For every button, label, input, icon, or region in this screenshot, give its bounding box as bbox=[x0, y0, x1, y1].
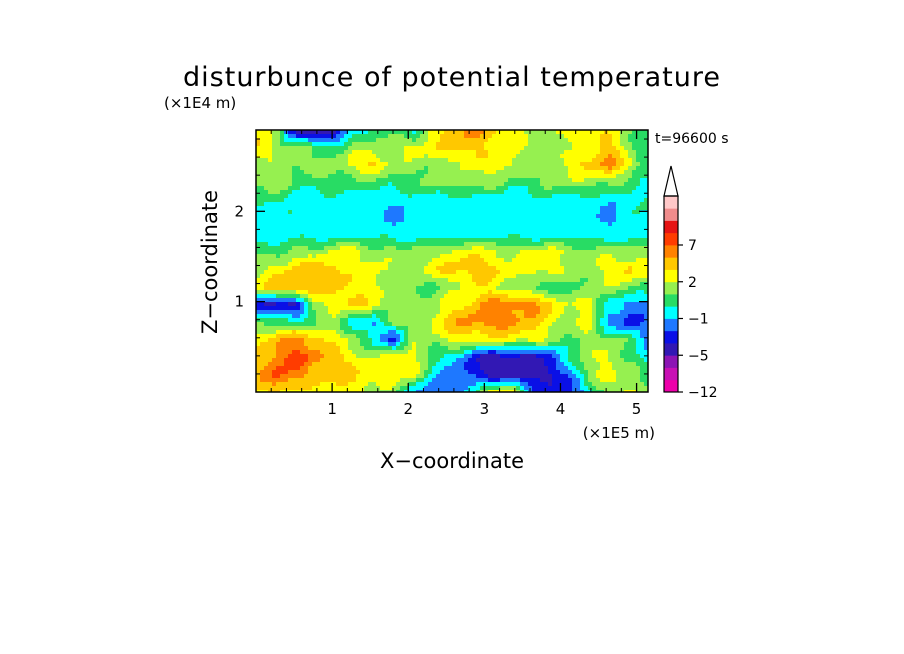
x-tick-label-5: 5 bbox=[632, 400, 642, 418]
x-axis-label: X−coordinate bbox=[380, 449, 524, 473]
colorbar-label-4: 2 bbox=[688, 275, 697, 291]
axis-ticks: 1 2 3 4 5 1 2 bbox=[234, 130, 648, 418]
x-tick-label-3: 3 bbox=[480, 400, 490, 418]
colorbar-band-9 bbox=[664, 281, 678, 295]
colorbar-label-1: −12 bbox=[688, 385, 718, 401]
y-axis-label: Z−coordinate bbox=[198, 190, 222, 334]
colorbar-band-3 bbox=[664, 355, 678, 368]
x-axis-unit: (×1E5 m) bbox=[583, 424, 655, 442]
colorbar-band-1 bbox=[664, 379, 678, 393]
colorbar-band-8 bbox=[664, 294, 678, 307]
colorbar-band-6 bbox=[664, 318, 678, 332]
x-tick-label-2: 2 bbox=[403, 400, 413, 418]
x-tick-label-4: 4 bbox=[556, 400, 566, 418]
colorbar-band-4 bbox=[664, 343, 678, 356]
colorbar-band-16 bbox=[664, 196, 678, 209]
colorbar-label-2: −5 bbox=[688, 348, 709, 364]
colorbar-label-5: 7 bbox=[688, 238, 697, 254]
time-label: t=96600 s bbox=[655, 131, 729, 147]
colorbar-band-13 bbox=[664, 232, 678, 246]
y-tick-label-1: 1 bbox=[234, 293, 244, 311]
colorbar-extend-arrow bbox=[663, 165, 679, 197]
y-tick-label-2: 2 bbox=[234, 202, 244, 220]
colorbar-band-14 bbox=[664, 220, 678, 234]
colorbar-frame bbox=[663, 195, 679, 393]
colorbar-band-7 bbox=[664, 306, 678, 319]
chart-title: disturbunce of potential temperature bbox=[183, 62, 721, 93]
plot-frame bbox=[255, 129, 649, 393]
temperature-field bbox=[256, 130, 648, 392]
colorbar-band-11 bbox=[664, 257, 678, 270]
x-tick-label-1: 1 bbox=[327, 400, 337, 418]
colorbar-band-12 bbox=[664, 245, 678, 258]
colorbar-band-5 bbox=[664, 330, 678, 344]
colorbar-band-15 bbox=[664, 208, 678, 221]
colorbar-band-2 bbox=[664, 367, 678, 381]
y-axis-unit: (×1E4 m) bbox=[164, 94, 236, 112]
colorbar-label-3: −1 bbox=[688, 312, 709, 328]
colorbar-band-10 bbox=[664, 269, 678, 283]
colorbar: −12−5−127 bbox=[663, 165, 718, 401]
